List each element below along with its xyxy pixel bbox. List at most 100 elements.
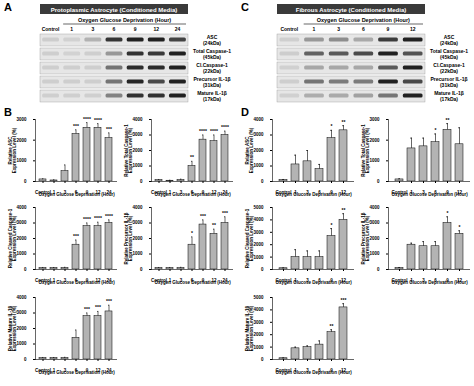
- svg-text:**: **: [342, 207, 346, 213]
- svg-text:0: 0: [261, 267, 264, 272]
- svg-text:Control: Control: [280, 26, 298, 32]
- svg-text:***: ***: [341, 297, 347, 303]
- svg-text:**: **: [212, 222, 216, 228]
- svg-text:0: 0: [377, 179, 380, 184]
- svg-text:****: ****: [94, 215, 102, 221]
- svg-text:Oxygen Glucose Deprivation (Ho: Oxygen Glucose Deprivation (Hour): [275, 280, 352, 285]
- svg-text:5000: 5000: [253, 295, 264, 300]
- svg-text:3: 3: [337, 26, 340, 32]
- svg-text:Relative Mature IL-1βExpressio: Relative Mature IL-1βExpression Level (%…: [245, 305, 255, 351]
- svg-text:1000: 1000: [253, 255, 264, 260]
- svg-text:Oxygen Glucose Deprivation (Ho: Oxygen Glucose Deprivation (Hour): [275, 192, 352, 197]
- svg-text:****: ****: [221, 124, 229, 130]
- svg-text:0: 0: [261, 357, 264, 362]
- svg-text:0: 0: [24, 179, 27, 184]
- svg-text:24: 24: [175, 26, 181, 32]
- svg-text:3: 3: [91, 26, 94, 32]
- svg-text:3000: 3000: [16, 117, 27, 122]
- svg-text:2000: 2000: [132, 148, 143, 153]
- svg-text:4000: 4000: [369, 205, 380, 210]
- svg-text:**: **: [190, 154, 194, 160]
- svg-text:Relative Total Caspase-1Expres: Relative Total Caspase-1Expression Level…: [124, 124, 134, 177]
- svg-text:(22kDa): (22kDa): [203, 68, 221, 74]
- svg-text:Oxygen Glucose Deprivation (Ho: Oxygen Glucose Deprivation (Hour): [391, 280, 468, 285]
- svg-text:3000: 3000: [16, 220, 27, 225]
- svg-text:(17kDa): (17kDa): [440, 96, 458, 102]
- svg-text:***: ***: [95, 304, 101, 310]
- svg-text:2000: 2000: [253, 332, 264, 337]
- svg-text:1: 1: [313, 26, 316, 32]
- svg-text:(31kDa): (31kDa): [203, 82, 221, 88]
- svg-text:2000: 2000: [16, 138, 27, 143]
- svg-text:*: *: [191, 230, 193, 236]
- svg-text:4000: 4000: [16, 205, 27, 210]
- svg-text:Relative Mature IL-1βExpressio: Relative Mature IL-1βExpression Level (%…: [8, 305, 18, 351]
- svg-text:0: 0: [140, 179, 143, 184]
- svg-text:(31kDa): (31kDa): [440, 82, 458, 88]
- svg-text:***: ***: [84, 306, 90, 312]
- svg-text:1000: 1000: [16, 341, 27, 346]
- svg-text:1000: 1000: [132, 251, 143, 256]
- svg-text:**: **: [330, 323, 334, 329]
- svg-text:1000: 1000: [253, 345, 264, 350]
- svg-text:Oxygen Glucose Deprivation (Ho: Oxygen Glucose Deprivation (Hour): [38, 280, 115, 285]
- svg-text:3000: 3000: [132, 220, 143, 225]
- svg-text:0: 0: [24, 357, 27, 362]
- svg-text:9: 9: [387, 26, 390, 32]
- svg-text:4000: 4000: [253, 217, 264, 222]
- svg-text:0: 0: [261, 179, 264, 184]
- svg-text:1000: 1000: [16, 251, 27, 256]
- svg-text:Oxygen Glucose Deprivation (Ho: Oxygen Glucose Deprivation (Hour): [154, 280, 231, 285]
- svg-text:2000: 2000: [253, 148, 264, 153]
- svg-text:(24kDa): (24kDa): [440, 40, 458, 46]
- svg-text:Oxygen Glucose Deprivation (Ho: Oxygen Glucose Deprivation (Hour): [391, 192, 468, 197]
- svg-text:6: 6: [113, 26, 116, 32]
- svg-text:***: ***: [73, 123, 79, 129]
- svg-text:Oxygen Glucose Deprivation (Ho: Oxygen Glucose Deprivation (Hour): [154, 192, 231, 197]
- svg-text:****: ****: [83, 216, 91, 222]
- svg-text:****: ****: [94, 117, 102, 123]
- svg-text:*: *: [447, 210, 449, 216]
- svg-text:3000: 3000: [253, 320, 264, 325]
- svg-text:(45kDa): (45kDa): [203, 54, 221, 60]
- svg-text:2000: 2000: [253, 242, 264, 247]
- svg-text:12: 12: [410, 26, 416, 32]
- svg-text:4000: 4000: [253, 117, 264, 122]
- svg-text:Relative Precursor IL-1βExpres: Relative Precursor IL-1βExpression Level…: [361, 212, 371, 264]
- svg-text:***: ***: [106, 298, 112, 304]
- svg-text:*: *: [331, 222, 333, 228]
- svg-text:1000: 1000: [16, 158, 27, 163]
- svg-text:3000: 3000: [253, 132, 264, 137]
- svg-text:***: ***: [106, 126, 112, 132]
- svg-text:1000: 1000: [369, 158, 380, 163]
- svg-text:1000: 1000: [132, 163, 143, 168]
- svg-text:Oxygen Glucose Deprivation (Ho: Oxygen Glucose Deprivation (Hour): [38, 192, 115, 197]
- svg-text:2000: 2000: [132, 236, 143, 241]
- svg-text:Relative Total Caspase-1Expres: Relative Total Caspase-1Expression Level…: [361, 124, 371, 177]
- svg-text:****: ****: [199, 128, 207, 134]
- svg-text:1000: 1000: [369, 251, 380, 256]
- svg-text:0: 0: [377, 267, 380, 272]
- svg-text:*: *: [435, 127, 437, 133]
- svg-text:*: *: [459, 224, 461, 230]
- svg-text:0: 0: [140, 267, 143, 272]
- svg-text:Oxygen Glucose Deprivation (Ho: Oxygen Glucose Deprivation (Hour): [275, 370, 352, 375]
- svg-text:****: ****: [105, 213, 113, 219]
- svg-text:2000: 2000: [369, 236, 380, 241]
- svg-text:Relative Cleaved Caspase-1Expr: Relative Cleaved Caspase-1Expression Lev…: [8, 208, 18, 268]
- svg-text:6: 6: [362, 26, 365, 32]
- svg-text:5000: 5000: [253, 205, 264, 210]
- svg-text:A: A: [4, 1, 12, 13]
- svg-text:Oxygen Glucose Deprivation (Ho: Oxygen Glucose Deprivation (Hour): [317, 17, 410, 23]
- svg-text:4000: 4000: [253, 307, 264, 312]
- svg-text:3000: 3000: [369, 220, 380, 225]
- svg-text:12: 12: [154, 26, 160, 32]
- svg-text:Relative Precursor IL-1βExpres: Relative Precursor IL-1βExpression Level…: [124, 212, 134, 264]
- svg-text:(17kDa): (17kDa): [203, 96, 221, 102]
- svg-text:Relative Cleaved Caspase-1Expr: Relative Cleaved Caspase-1Expression Lev…: [245, 208, 255, 268]
- svg-text:Relative ASCExpression Level (: Relative ASCExpression Level (%): [8, 127, 18, 173]
- svg-text:Relative ASCExpression Level (: Relative ASCExpression Level (%): [245, 127, 255, 173]
- svg-text:4000: 4000: [132, 117, 143, 122]
- svg-text:2000: 2000: [16, 326, 27, 331]
- svg-text:0: 0: [24, 267, 27, 272]
